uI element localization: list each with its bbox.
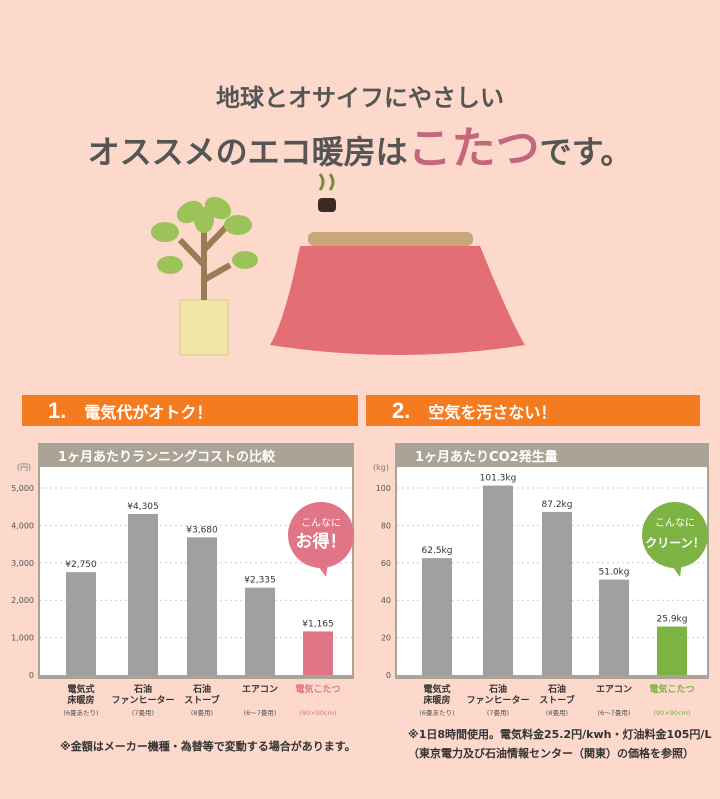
footnote-right-2: （東京電力及び石油情報センター（関東）の価格を参照） [408,747,694,760]
y-tick-label: 80 [381,521,391,530]
data-label: 87.2kg [542,500,573,510]
data-label: ¥2,750 [65,560,97,570]
section-label: 電気代がオトク！ [84,402,213,422]
callout-bubble [642,502,708,568]
category-label: エアコン [596,684,632,695]
bar [483,485,513,675]
y-tick-label: 2,000 [11,596,34,605]
section-2-header: 2. 空気を汚さない！ [366,395,700,426]
y-tick-label: 20 [381,634,391,643]
category-label: ファンヒーター [111,694,174,706]
category-label: エアコン [242,684,278,695]
chart-title-tab [395,443,640,467]
y-tick-label: 3,000 [11,559,34,568]
bar [657,626,687,675]
y-tick-label: 40 [381,596,391,605]
bar [128,513,158,675]
headline-line1: 地球とオサイフにやさしい [216,83,504,112]
chart-title: 1ヶ月あたりCO2発生量 [415,449,558,465]
unit-label: (円) [17,463,31,472]
data-label: 51.0kg [599,568,630,578]
category-sublabel: (90×90cm) [300,709,337,717]
section-label: 空気を汚さない！ [428,402,557,422]
category-sublabel: (6畳あたり) [63,709,98,717]
bar [66,572,96,675]
category-label: 床暖房 [67,694,94,706]
y-tick-label: 1,000 [11,634,34,643]
headline-post: です。 [539,133,633,171]
bar [245,587,275,675]
bar [542,511,572,675]
data-label: ¥1,165 [302,619,334,629]
category-label: ストーブ [184,694,219,706]
bar [187,537,217,675]
footnote-left: ※金額はメーカー機種・為替等で変動する場合があります。 [60,740,356,753]
callout-tail [316,563,328,577]
data-label: 62.5kg [422,546,453,556]
category-sublabel: (7畳用) [487,709,509,717]
headline-highlight: こたつ [407,123,540,174]
section-number: 2. [392,397,411,423]
category-label: 石油 [547,683,566,695]
category-sublabel: (7畳用) [132,709,154,717]
data-label: 25.9kg [657,615,688,625]
headline-line2: オススメのエコ暖房はこたつです。 [0,112,720,176]
callout-text: こんなに [301,517,341,529]
data-label: ¥3,680 [186,525,218,535]
unit-label: (kg) [373,463,389,472]
section-number: 1. [48,397,67,423]
category-label: 電気こたつ [295,683,340,695]
category-sublabel: (8畳用) [191,709,213,717]
callout-text: お得！ [296,531,347,552]
y-tick-label: 0 [386,671,391,680]
footnote-right-1: ※1日8時間使用。電気料金25.2円/kwh・灯油料金105円/L [408,728,712,741]
bar [599,579,629,675]
category-label: 電気こたつ [649,683,694,695]
chart-title: 1ヶ月あたりランニングコストの比較 [58,449,276,465]
kotatsu-icon [270,173,525,355]
data-label: 101.3kg [480,474,517,484]
category-label: 電気式 [67,683,94,695]
category-label: 石油 [488,683,507,695]
headline-pre: オススメのエコ暖房は [87,133,408,171]
category-label: ストーブ [539,694,574,706]
category-sublabel: (6〜7畳用) [244,709,277,717]
category-label: 床暖房 [423,694,450,706]
running-cost-chart: 1ヶ月あたりランニングコストの比較 (円) 0 1,000 2,000 3,000 4,00… [11,443,354,717]
y-tick-label: 100 [376,484,391,493]
category-label: 石油 [192,683,211,695]
category-label: 電気式 [423,683,450,695]
data-label: ¥4,305 [127,502,159,512]
category-label: ファンヒーター [466,694,529,706]
callout-bubble [288,502,354,568]
chart-title-tab [38,443,283,467]
callout-text: クリーン！ [645,536,704,550]
category-sublabel: (6〜7畳用) [598,709,631,717]
y-tick-label: 5,000 [11,484,34,493]
bar [422,558,452,675]
category-sublabel: (90×90cm) [654,709,691,717]
category-sublabel: (8畳用) [546,709,568,717]
y-tick-label: 4,000 [11,521,34,530]
section-1-header: 1. 電気代がオトク！ [22,395,358,426]
category-sublabel: (6畳あたり) [419,709,454,717]
bar [303,631,333,675]
category-label: 石油 [133,683,152,695]
callout-tail [670,563,682,577]
co2-chart: 1ヶ月あたりCO2発生量 (kg) 0 20 40 60 80 100 62.5kg 電気式床暖房… [373,443,709,717]
data-label: ¥2,335 [244,576,276,586]
plant-icon [151,196,258,356]
y-tick-label: 0 [29,671,34,680]
callout-text: こんなに [655,517,695,529]
y-tick-label: 60 [381,559,391,568]
illustration [151,173,525,356]
